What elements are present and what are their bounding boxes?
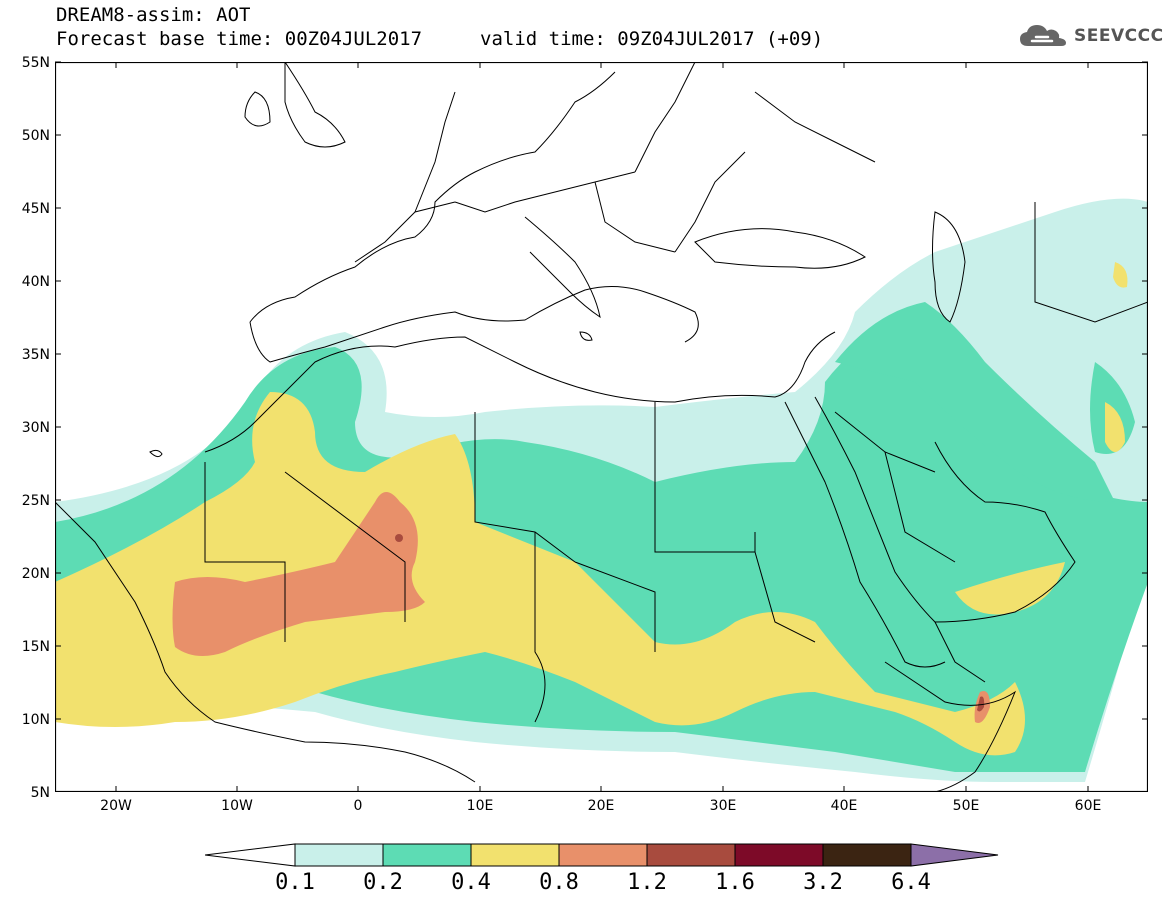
lat-label-35n: 35N bbox=[21, 347, 50, 363]
lat-label-10n: 10N bbox=[21, 712, 50, 728]
lat-label-40n: 40N bbox=[21, 274, 50, 290]
lon-label-30e: 30E bbox=[709, 798, 737, 814]
lon-label-0: 0 bbox=[353, 798, 363, 814]
legend-label-0.4: 0.4 bbox=[451, 870, 491, 895]
legend-left-arrow bbox=[205, 843, 296, 867]
lat-label-30n: 30N bbox=[21, 420, 50, 436]
logo-text: SEEVCCC bbox=[1074, 26, 1164, 46]
lon-label-60e: 60E bbox=[1074, 798, 1102, 814]
lat-label-55n: 55N bbox=[21, 55, 50, 71]
lat-label-15n: 15N bbox=[21, 639, 50, 655]
lat-label-50n: 50N bbox=[21, 128, 50, 144]
seevccc-logo: SEEVCCC bbox=[1018, 22, 1164, 50]
lat-label-5n: 5N bbox=[30, 785, 50, 801]
legend-label-0.1: 0.1 bbox=[275, 870, 315, 895]
lon-label-50e: 50E bbox=[952, 798, 980, 814]
map-title: DREAM8-assim: AOT bbox=[56, 4, 251, 26]
lat-label-25n: 25N bbox=[21, 493, 50, 509]
aot-0.4-0.8-region bbox=[55, 262, 1128, 756]
cloud-icon bbox=[1020, 25, 1066, 46]
lon-label-20w: 20W bbox=[100, 798, 132, 814]
lon-label-40e: 40E bbox=[830, 798, 858, 814]
color-legend bbox=[205, 843, 999, 867]
legend-box-0.1-0.2 bbox=[294, 843, 384, 867]
legend-box-1.6-3.2 bbox=[734, 843, 824, 867]
forecast-base-time: Forecast base time: 00Z04JUL2017 bbox=[56, 28, 423, 50]
coastlines bbox=[55, 62, 1148, 792]
legend-box-1.2-1.6 bbox=[646, 843, 736, 867]
legend-label-1.2: 1.2 bbox=[627, 870, 667, 895]
legend-box-0.8-1.2 bbox=[558, 843, 648, 867]
legend-right-arrow bbox=[910, 843, 999, 867]
legend-label-3.2: 3.2 bbox=[803, 870, 843, 895]
aot-1.2-1.6-region bbox=[395, 534, 985, 712]
lon-label-10e: 10E bbox=[466, 798, 494, 814]
lat-label-20n: 20N bbox=[21, 566, 50, 582]
legend-label-6.4: 6.4 bbox=[891, 870, 931, 895]
aot-map[interactable] bbox=[55, 62, 1148, 792]
lon-label-10w: 10W bbox=[221, 798, 253, 814]
legend-label-0.8: 0.8 bbox=[539, 870, 579, 895]
legend-box-0.4-0.8 bbox=[470, 843, 560, 867]
lon-label-20e: 20E bbox=[587, 798, 615, 814]
legend-box-0.2-0.4 bbox=[382, 843, 472, 867]
legend-label-1.6: 1.6 bbox=[715, 870, 755, 895]
legend-box-3.2-6.4 bbox=[822, 843, 912, 867]
lat-label-45n: 45N bbox=[21, 201, 50, 217]
legend-label-0.2: 0.2 bbox=[363, 870, 403, 895]
valid-time: valid time: 09Z04JUL2017 (+09) bbox=[480, 28, 824, 50]
